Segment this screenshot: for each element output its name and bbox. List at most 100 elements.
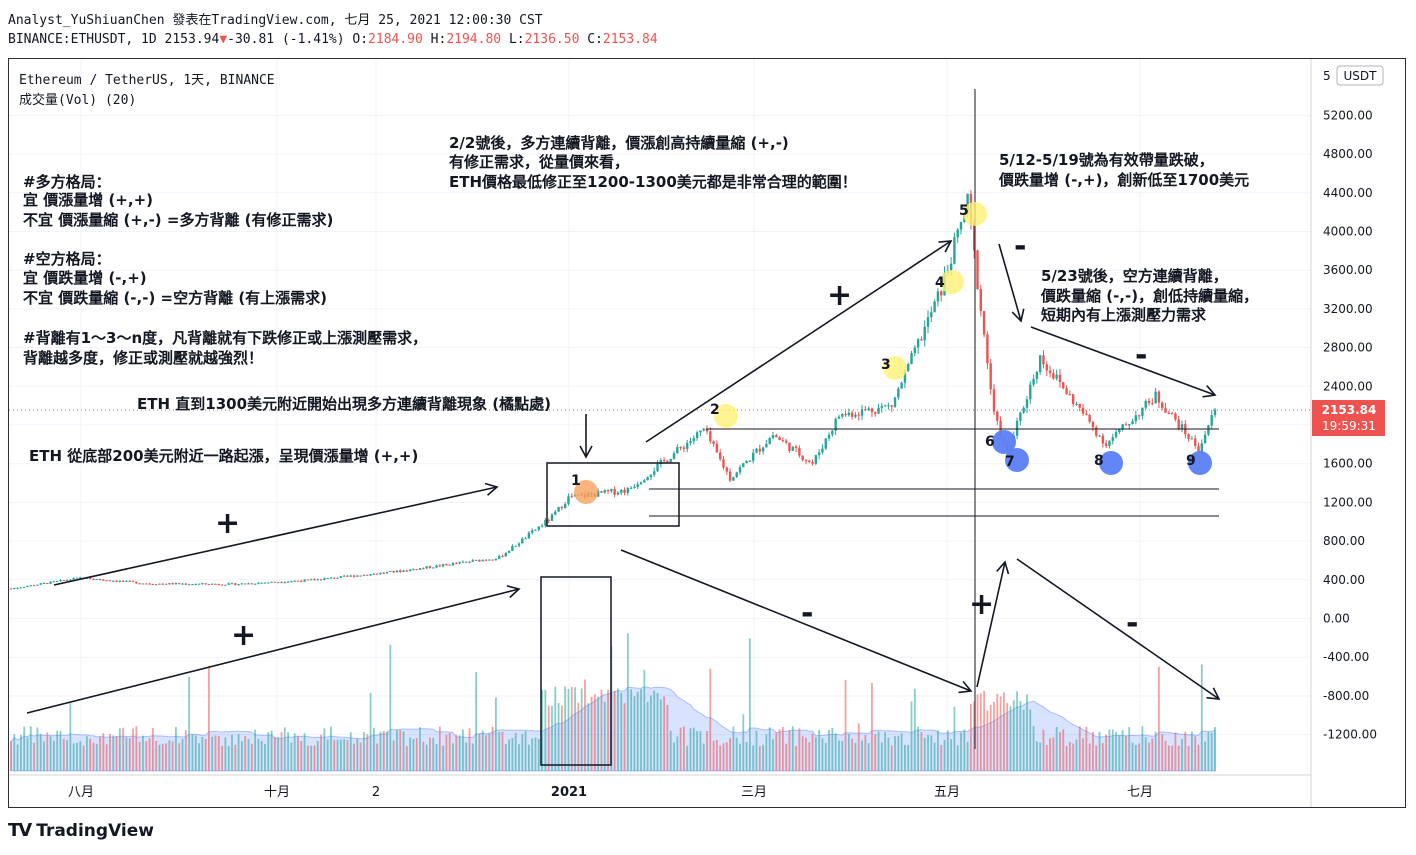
candle-body — [636, 484, 639, 488]
note-divergence-2: 背離越多度，修正或測壓就越強烈！ — [23, 349, 263, 367]
tradingview-logo[interactable]: TV TradingView — [8, 820, 154, 841]
candle-body — [329, 577, 333, 579]
candle-body — [530, 530, 534, 533]
volume-bar — [983, 691, 985, 771]
volume-bar — [989, 704, 992, 771]
arrow-down-may[interactable] — [998, 243, 1025, 323]
chart-frame[interactable]: 5200.00 4800.00 4400.00 4000.00 3600.00 3200.… — [8, 58, 1406, 808]
arrow-down-volume[interactable] — [620, 549, 973, 694]
candle-body — [1104, 443, 1108, 446]
volume-bar — [607, 689, 609, 771]
volume-bar — [366, 734, 369, 771]
volume-bar — [890, 745, 893, 771]
volume-bar — [1012, 700, 1015, 771]
candle-body — [26, 586, 29, 588]
volume-bar — [494, 697, 497, 771]
currency-badge[interactable]: USDT — [1336, 65, 1384, 86]
high-value: 2194.80 — [446, 32, 502, 47]
volume-bar — [491, 726, 494, 771]
candle-body — [738, 467, 742, 473]
candle-body — [854, 414, 857, 417]
candle-body — [356, 575, 359, 577]
volume-bar — [402, 731, 405, 771]
arrow-up-1[interactable] — [53, 482, 499, 586]
note-feb-3: ETH價格最低修正至1200-1300美元都是非常合理的範圍！ — [449, 173, 857, 191]
volume-bar — [161, 743, 164, 771]
candle-body — [379, 572, 382, 575]
volume-bar — [1161, 733, 1164, 771]
annotations: #多方格局： 宜 價漲量增 (+,+) 不宜 價漲量縮 (+,-) =多方背離 … — [23, 134, 1258, 465]
candle-body — [72, 578, 75, 580]
volume-bar — [1131, 742, 1134, 771]
marker-dot-1 — [574, 480, 598, 504]
volume-bar — [567, 689, 570, 771]
price-tick-label: 3600.00 — [1323, 263, 1373, 277]
candle-body — [623, 489, 626, 493]
candle-body — [695, 432, 699, 439]
candle-body — [860, 409, 864, 416]
volume-bar — [445, 734, 448, 771]
highlight-box-volume[interactable] — [540, 576, 612, 766]
candle-body — [709, 431, 712, 442]
candle-body — [1025, 399, 1029, 408]
candle-body — [933, 301, 936, 313]
arrow-down-june[interactable] — [1030, 326, 1217, 398]
candle-body — [293, 580, 296, 582]
arrow-up-2[interactable] — [645, 240, 953, 443]
candle-body — [1170, 413, 1174, 415]
marker-label-8: 8 — [1094, 453, 1104, 469]
volume-bar — [1085, 726, 1088, 771]
note-bull-2: 不宜 價漲量縮 (+,-) =多方背離 (有修正需求) — [23, 211, 333, 229]
volume-bar — [656, 693, 659, 771]
volume-bar — [999, 696, 1002, 771]
volume-bar — [488, 733, 491, 771]
volume-bar — [339, 739, 342, 771]
price-chart[interactable]: 5200.004800.004400.004000.003600.003200.… — [9, 59, 1405, 807]
volume-bar — [481, 730, 484, 771]
marker-dot-6 — [992, 430, 1016, 454]
trend-arrows[interactable] — [26, 240, 1221, 714]
price-scale[interactable]: 5200.00 4800.00 4400.00 4000.00 3600.00 3200.… — [1323, 108, 1377, 741]
arrow-down-volume-june[interactable] — [1016, 558, 1221, 700]
volume-bar — [795, 745, 797, 771]
volume-bar — [633, 696, 636, 771]
volume-bar — [343, 739, 346, 771]
candle-body — [626, 487, 630, 493]
volume-bar — [372, 727, 375, 771]
time-scale[interactable]: 八月 十月 2 2021 三月 五月 七月 — [68, 785, 1153, 800]
highlight-box-price[interactable] — [546, 462, 680, 527]
candle-body — [121, 580, 125, 582]
volume-bar — [884, 732, 887, 771]
volume-bar — [897, 735, 900, 771]
candle-body — [468, 561, 471, 563]
candle-body — [887, 405, 890, 407]
candle-body — [1058, 374, 1062, 383]
candle-body — [458, 562, 461, 564]
volume-bar — [221, 745, 224, 771]
volume-bar — [396, 730, 398, 771]
candle-body — [362, 574, 366, 576]
volume-bar — [23, 726, 26, 771]
candle-body — [148, 583, 151, 585]
candle-body — [897, 388, 900, 398]
candle-body — [382, 572, 385, 574]
volume-bar — [950, 739, 953, 771]
candle-body — [1187, 434, 1190, 440]
candle-body — [217, 584, 221, 586]
candle-body — [342, 575, 346, 577]
arrow-up-volume-may[interactable] — [976, 560, 1010, 688]
volume-bar — [818, 729, 821, 771]
volume-bar — [105, 744, 108, 771]
volume-bar — [547, 705, 550, 771]
volume-bar — [1210, 732, 1213, 771]
candle-body — [211, 583, 214, 585]
volume-bar — [676, 736, 679, 771]
arrow-up-volume[interactable] — [26, 585, 521, 714]
candle-body — [511, 545, 514, 551]
candle-body — [39, 583, 42, 585]
candle-body — [699, 430, 702, 433]
candle-body — [1081, 407, 1085, 414]
volume-bar — [551, 705, 553, 771]
volume-bar — [405, 745, 408, 771]
volume-bar — [1204, 741, 1207, 771]
